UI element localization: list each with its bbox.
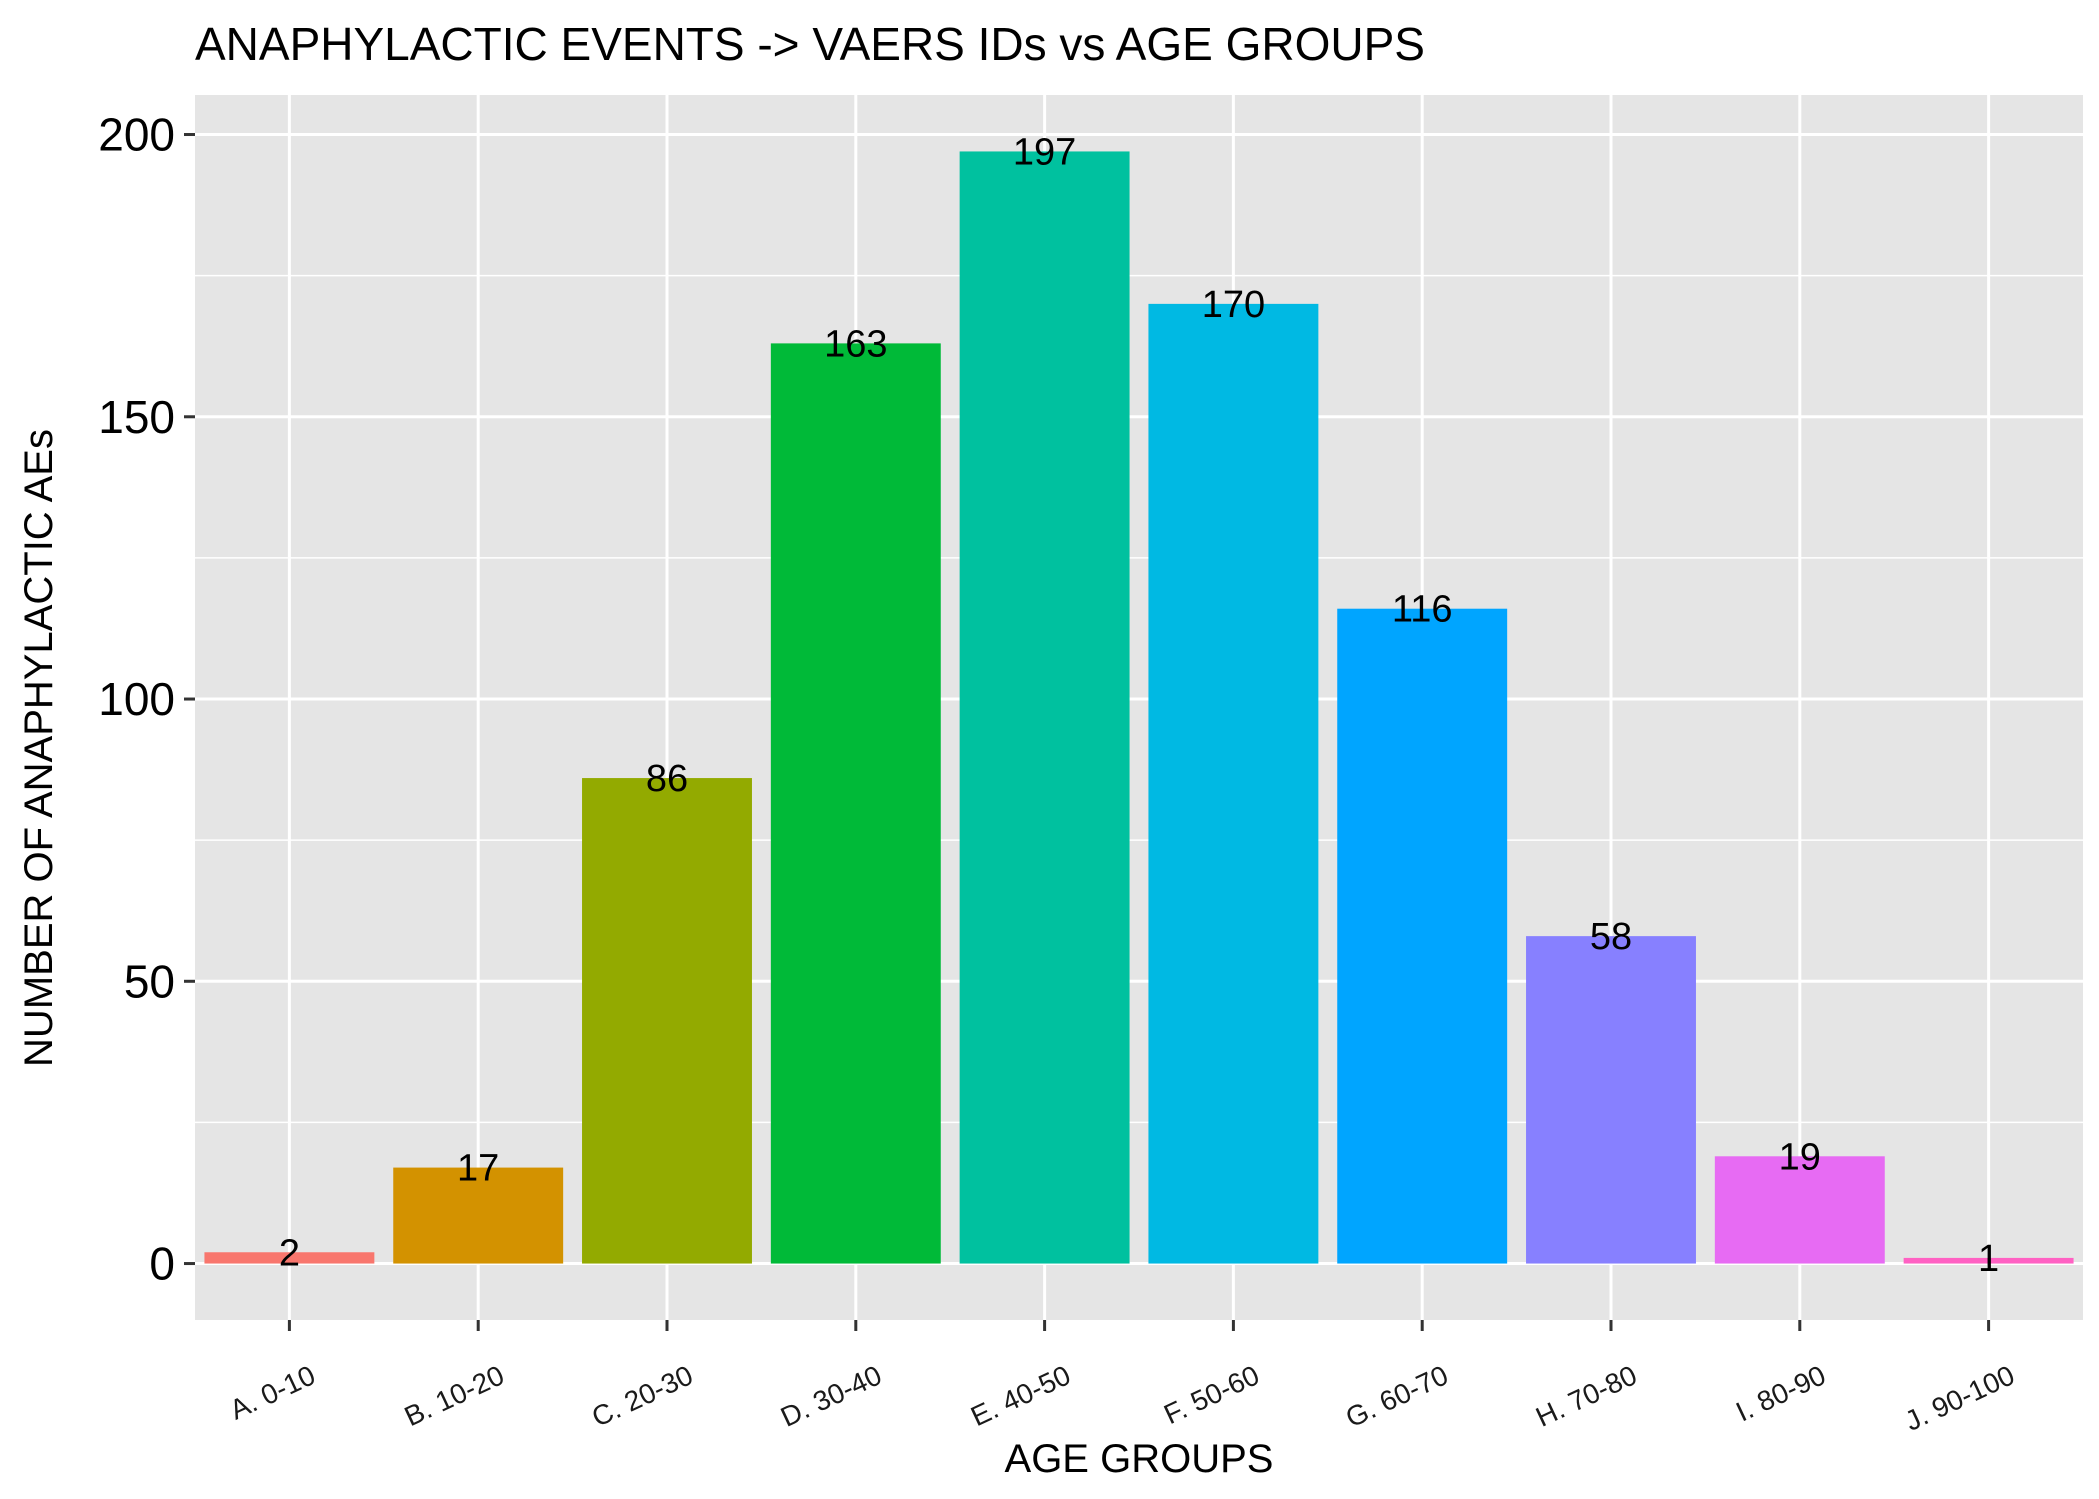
- data-label: 170: [1202, 284, 1265, 326]
- y-tick-label: 150: [98, 391, 175, 443]
- bar: [1903, 1257, 2074, 1264]
- data-label: 2: [279, 1232, 300, 1274]
- y-tick-label: 0: [149, 1238, 175, 1290]
- y-axis-title: NUMBER OF ANAPHYLACTIC AEs: [17, 429, 61, 1067]
- bar: [770, 343, 941, 1264]
- data-label: 163: [824, 323, 887, 365]
- data-label: 1: [1978, 1238, 1999, 1280]
- bar: [1337, 608, 1508, 1264]
- bars: [204, 151, 2074, 1264]
- y-tick-label: 50: [124, 955, 175, 1007]
- bar: [1714, 1156, 1885, 1264]
- bar: [393, 1167, 564, 1264]
- x-axis-title: AGE GROUPS: [1005, 1437, 1274, 1481]
- y-tick-label: 200: [98, 109, 175, 161]
- y-tick-label: 100: [98, 673, 175, 725]
- y-axis: 0 50 100 150 200: [98, 109, 195, 1290]
- bar: [1526, 936, 1696, 1264]
- bar: [582, 778, 752, 1264]
- data-labels: 2 17 86 163 197 170 116 58 19 1: [279, 131, 1999, 1279]
- bar: [1148, 303, 1319, 1264]
- chart-title: ANAPHYLACTIC EVENTS -> VAERS IDs vs AGE …: [195, 18, 1425, 70]
- data-label: 116: [1392, 589, 1453, 631]
- plot-panel: [195, 95, 2083, 1320]
- data-label: 19: [1779, 1136, 1821, 1178]
- bar: [959, 151, 1130, 1264]
- data-label: 86: [646, 758, 688, 800]
- data-label: 17: [457, 1148, 499, 1190]
- data-label: 58: [1590, 916, 1632, 958]
- minor-gridlines: [195, 274, 2083, 1124]
- bar: [204, 1252, 375, 1264]
- data-label: 197: [1013, 131, 1076, 173]
